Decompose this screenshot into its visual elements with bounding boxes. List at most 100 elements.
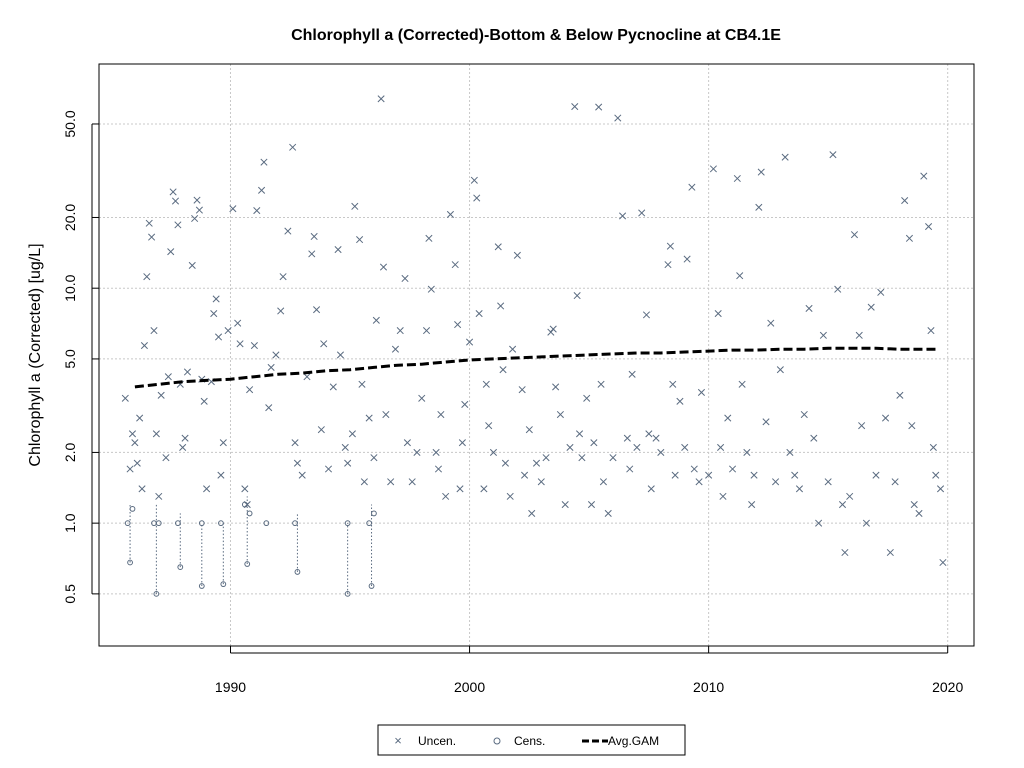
point-uncen xyxy=(499,366,507,374)
point-uncen xyxy=(614,114,622,122)
point-uncen xyxy=(365,414,373,422)
point-uncen xyxy=(303,373,311,381)
point-uncen xyxy=(578,454,586,462)
point-uncen xyxy=(537,478,545,486)
point-uncen xyxy=(313,306,321,314)
point-uncen xyxy=(310,232,318,241)
point-uncen xyxy=(867,303,875,311)
point-uncen xyxy=(289,143,297,151)
point-cens xyxy=(153,590,160,597)
point-uncen xyxy=(497,302,505,310)
point-uncen xyxy=(217,471,225,479)
point-uncen xyxy=(781,153,789,161)
point-uncen xyxy=(671,471,679,479)
point-cens xyxy=(218,520,224,527)
point-uncen xyxy=(293,459,301,467)
point-uncen xyxy=(791,471,799,479)
point-uncen xyxy=(456,485,464,493)
point-uncen xyxy=(128,430,137,438)
point-uncen xyxy=(279,273,287,281)
point-uncen xyxy=(489,448,498,456)
point-uncen xyxy=(719,492,727,500)
point-cens xyxy=(198,583,205,589)
point-cens xyxy=(246,510,253,517)
censored-ranges xyxy=(129,496,373,594)
point-uncen xyxy=(418,394,426,402)
point-uncen xyxy=(838,500,847,509)
point-uncen xyxy=(351,202,359,210)
gam-line xyxy=(134,346,936,389)
point-uncen xyxy=(164,373,172,381)
point-uncen xyxy=(169,188,177,196)
point-uncen xyxy=(200,397,208,405)
point-uncen xyxy=(532,459,541,467)
point-uncen xyxy=(872,471,880,479)
point-cens xyxy=(155,520,162,527)
point-uncen xyxy=(324,465,333,473)
point-uncen xyxy=(728,465,737,473)
point-uncen xyxy=(886,548,894,557)
point-uncen xyxy=(666,242,674,250)
point-uncen xyxy=(819,331,827,339)
point-cens xyxy=(366,520,373,527)
point-uncen xyxy=(224,327,232,335)
point-uncen xyxy=(575,430,584,438)
point-uncen xyxy=(757,168,765,176)
point-uncen xyxy=(466,338,474,346)
point-cens xyxy=(292,520,298,527)
point-cens xyxy=(127,559,133,566)
point-uncen xyxy=(334,246,342,254)
y-tick-label: 0.5 xyxy=(62,584,78,604)
point-uncen xyxy=(181,434,189,442)
point-uncen xyxy=(341,443,349,451)
point-uncen xyxy=(370,454,378,462)
point-uncen xyxy=(676,397,684,405)
legend-box xyxy=(377,724,686,756)
point-uncen xyxy=(188,261,196,269)
x-tick-label: 1990 xyxy=(215,679,246,695)
point-uncen xyxy=(520,471,529,479)
point-uncen xyxy=(733,174,741,183)
x-tick-label: 2020 xyxy=(932,679,963,695)
point-uncen xyxy=(841,548,849,557)
chart-title: Chlorophyll a (Corrected)-Bottom & Below… xyxy=(291,27,781,44)
point-uncen xyxy=(829,151,837,159)
point-uncen xyxy=(437,410,445,419)
point-uncen xyxy=(705,471,713,479)
point-uncen xyxy=(396,327,404,335)
legend-label-cens: Cens. xyxy=(514,734,545,748)
point-uncen xyxy=(525,426,533,434)
point-uncen xyxy=(905,234,914,242)
point-uncen xyxy=(136,414,144,422)
point-uncen xyxy=(382,410,390,419)
point-uncen xyxy=(647,485,655,493)
point-uncen xyxy=(642,311,651,319)
point-uncen xyxy=(336,351,345,359)
point-uncen xyxy=(432,448,440,456)
x-axis: 1990 2000 2010 2020 xyxy=(215,646,963,695)
point-uncen xyxy=(681,443,689,451)
point-uncen xyxy=(824,478,832,486)
point-uncen xyxy=(910,500,918,509)
point-uncen xyxy=(556,410,564,419)
point-uncen xyxy=(348,430,356,438)
point-uncen xyxy=(241,485,249,493)
point-uncen xyxy=(891,478,899,486)
point-uncen xyxy=(203,485,211,493)
point-uncen xyxy=(939,558,947,567)
point-uncen xyxy=(434,465,443,473)
point-uncen xyxy=(427,285,435,293)
point-uncen xyxy=(308,250,316,258)
point-uncen xyxy=(413,448,421,456)
point-uncen xyxy=(767,319,775,327)
point-uncen xyxy=(356,236,364,244)
point-uncen xyxy=(195,206,203,214)
point-uncen xyxy=(772,478,780,486)
grid xyxy=(99,64,974,646)
point-uncen xyxy=(267,363,275,371)
point-uncen xyxy=(152,430,160,438)
point-uncen xyxy=(881,414,890,422)
point-uncen xyxy=(858,422,866,430)
point-uncen xyxy=(148,233,156,241)
point-uncen xyxy=(329,383,337,391)
